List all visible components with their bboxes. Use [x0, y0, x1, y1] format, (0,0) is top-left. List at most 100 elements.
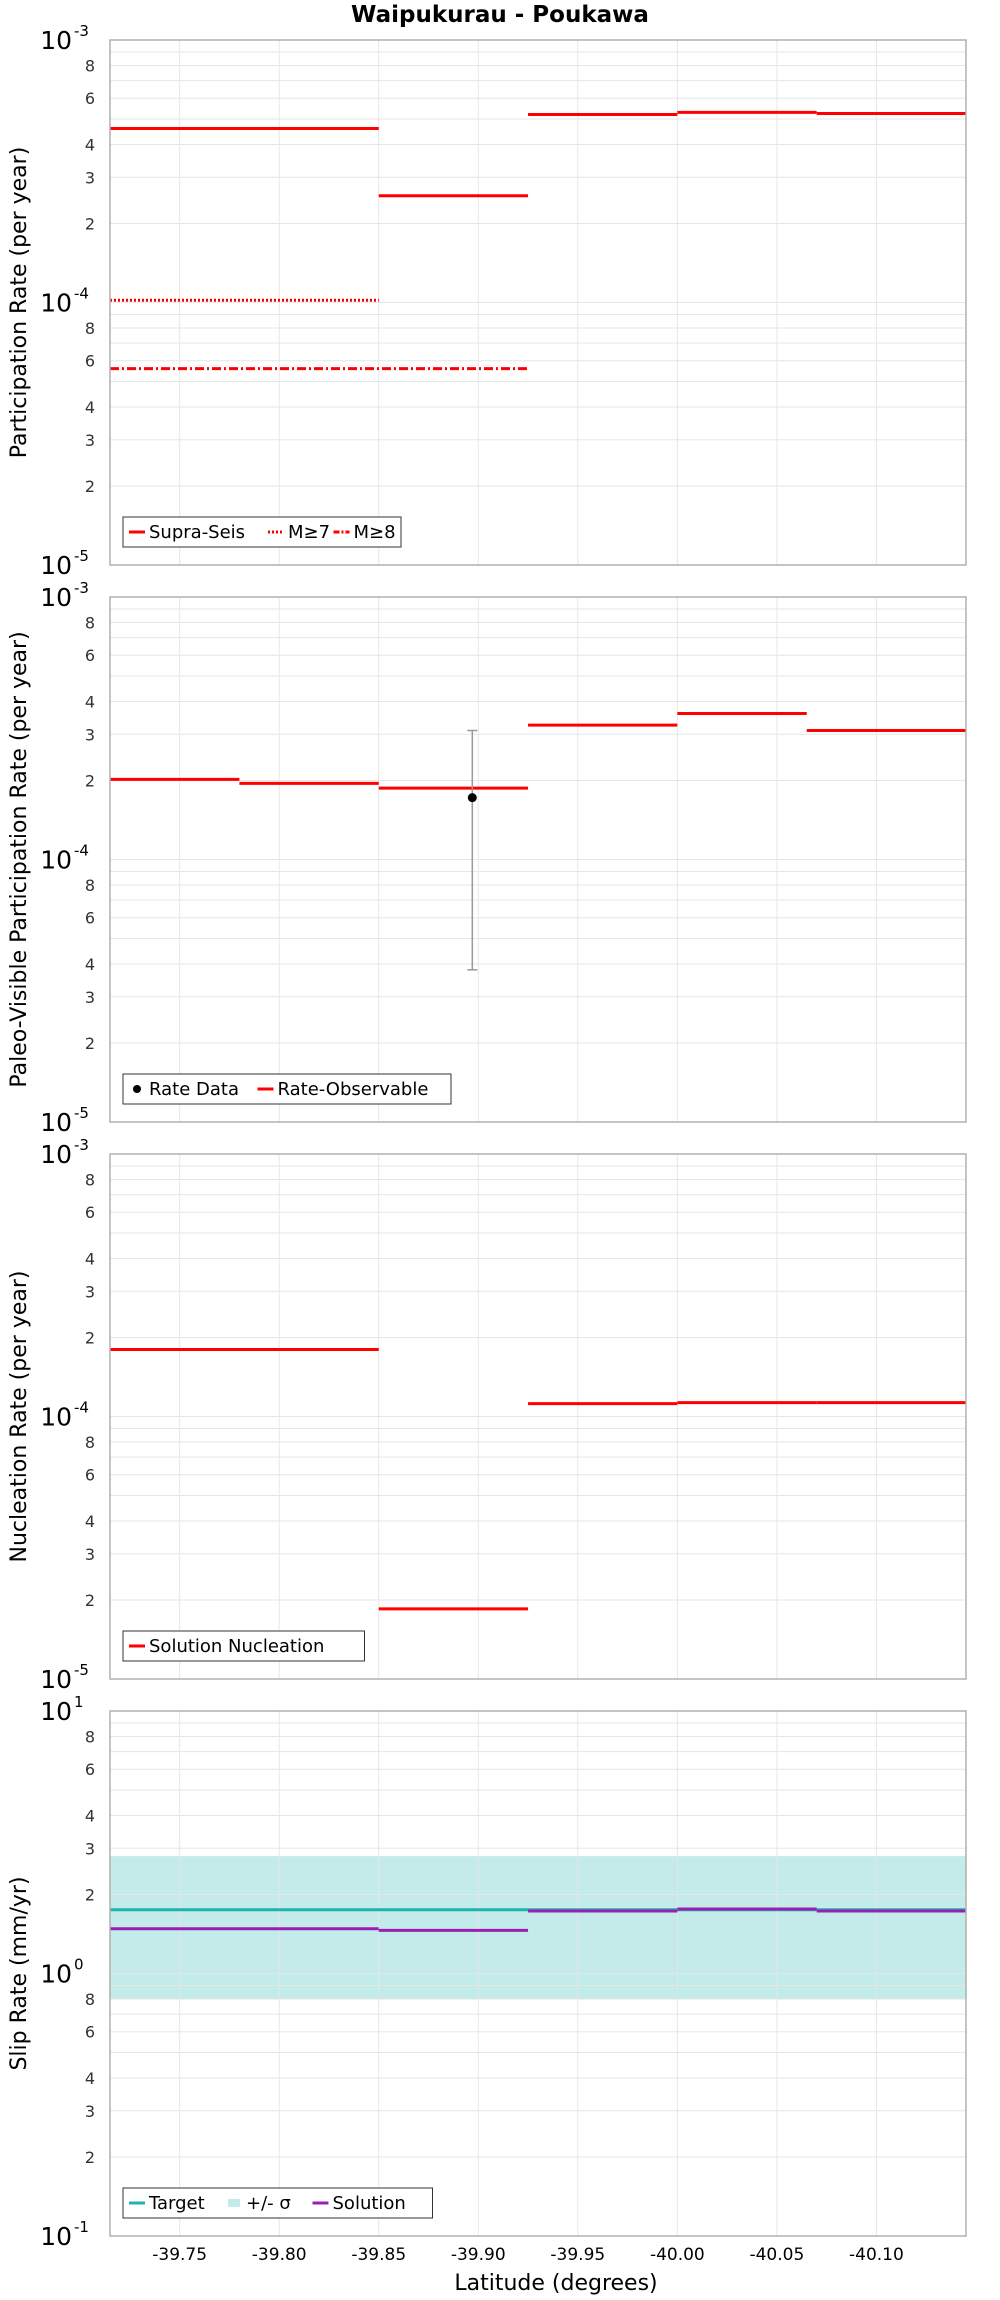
chart-title: Waipukurau - Poukawa [351, 2, 649, 28]
x-tick-label: -39.75 [152, 2245, 207, 2265]
y-major-tick-label: 10 [40, 1403, 72, 1432]
legend-box [122, 2187, 433, 2219]
y-major-tick-exponent: -3 [74, 22, 89, 40]
y-minor-tick-label: 3 [85, 1282, 95, 1301]
y-major-tick-exponent: -1 [74, 2218, 89, 2236]
y-major-tick-label: 10 [40, 583, 72, 612]
legend-swatch-band [228, 2199, 240, 2207]
y-major-tick-exponent: -5 [74, 547, 89, 565]
y-minor-tick-label: 3 [85, 988, 95, 1007]
y-minor-tick-label: 2 [85, 2148, 95, 2167]
y-major-tick-label: 10 [40, 551, 72, 580]
y-minor-tick-label: 4 [85, 135, 95, 154]
legend: Target +/- σ Solution [122, 2187, 433, 2219]
y-minor-tick-label: 3 [85, 2102, 95, 2121]
x-tick-label: -39.85 [351, 2245, 406, 2265]
y-minor-tick-label: 4 [85, 2069, 95, 2088]
legend-swatch-point [133, 1085, 141, 1093]
x-tick-label: -40.10 [849, 2245, 904, 2265]
y-minor-tick-label: 4 [85, 1512, 95, 1531]
y-minor-tick-label: 4 [85, 1806, 95, 1825]
y-axis-label: Slip Rate (mm/yr) [7, 1876, 32, 2070]
y-major-tick-exponent: -4 [74, 842, 89, 860]
x-tick-label: -39.95 [550, 2245, 605, 2265]
legend-box [122, 516, 402, 548]
legend-label: +/- σ [246, 2193, 291, 2214]
x-tick-label: -40.00 [650, 2245, 705, 2265]
y-major-tick-label: 10 [40, 1108, 72, 1137]
y-minor-tick-label: 3 [85, 1839, 95, 1858]
y-minor-tick-label: 2 [85, 1591, 95, 1610]
y-minor-tick-label: 6 [85, 1760, 95, 1779]
y-minor-tick-label: 6 [85, 1466, 95, 1485]
y-minor-tick-label: 3 [85, 431, 95, 450]
x-tick-label: -39.80 [252, 2245, 307, 2265]
legend-box [122, 1630, 365, 1662]
legend-label: M≥8 [354, 522, 396, 543]
x-axis-label: Latitude (degrees) [454, 2271, 657, 2296]
y-major-tick-exponent: -3 [74, 579, 89, 597]
y-minor-tick-label: 8 [85, 1990, 95, 2009]
plot-frame [109, 596, 967, 1123]
y-minor-tick-label: 4 [85, 692, 95, 711]
grid [110, 1154, 966, 1679]
y-minor-tick-label: 4 [85, 398, 95, 417]
y-major-tick-label: 10 [40, 1697, 72, 1726]
y-minor-tick-label: 8 [85, 56, 95, 75]
y-major-tick-label: 10 [40, 846, 72, 875]
y-minor-tick-label: 8 [85, 1727, 95, 1746]
y-major-tick-exponent: 1 [74, 1693, 84, 1711]
y-major-tick-exponent: -5 [74, 1104, 89, 1122]
legend-label: Solution Nucleation [149, 1636, 324, 1657]
y-minor-tick-label: 8 [85, 319, 95, 338]
legend-box [122, 1073, 452, 1105]
y-major-tick-exponent: -5 [74, 1661, 89, 1679]
legend-label: Target [148, 2193, 205, 2214]
y-minor-tick-label: 2 [85, 1885, 95, 1904]
legend: Rate Data Rate-Observable [122, 1073, 452, 1105]
legend-label: Rate Data [149, 1079, 239, 1100]
y-minor-tick-label: 4 [85, 1249, 95, 1268]
y-major-tick-label: 10 [40, 2222, 72, 2251]
y-major-tick-label: 10 [40, 1960, 72, 1989]
y-minor-tick-label: 8 [85, 1433, 95, 1452]
legend-label: Supra-Seis [149, 522, 245, 543]
y-minor-tick-label: 3 [85, 1545, 95, 1564]
y-major-tick-label: 10 [40, 1665, 72, 1694]
y-axis-label: Nucleation Rate (per year) [7, 1271, 32, 1563]
y-major-tick-exponent: 0 [74, 1956, 84, 1974]
y-minor-tick-label: 4 [85, 955, 95, 974]
y-major-tick-exponent: -4 [74, 1399, 89, 1417]
y-minor-tick-label: 8 [85, 613, 95, 632]
data-point [467, 793, 477, 803]
x-tick-label: -39.90 [451, 2245, 506, 2265]
y-minor-tick-label: 2 [85, 1328, 95, 1347]
y-minor-tick-label: 8 [85, 1170, 95, 1189]
y-minor-tick-label: 8 [85, 876, 95, 895]
y-major-tick-label: 10 [40, 26, 72, 55]
y-axis-label: Paleo-Visible Participation Rate (per ye… [7, 631, 32, 1087]
legend-label: M≥7 [288, 522, 330, 543]
plot-frame [109, 1710, 967, 2237]
grid [110, 1711, 966, 2236]
y-major-tick-exponent: -4 [74, 285, 89, 303]
legend: Supra-Seis M≥7 M≥8 [122, 516, 402, 548]
grid [110, 597, 966, 1122]
y-minor-tick-label: 6 [85, 2023, 95, 2042]
plot-frame [109, 1153, 967, 1680]
x-axis: -39.75 -39.80 -39.85 -39.90 -39.95 -40.00 -40.… [152, 2245, 904, 2265]
y-major-tick-label: 10 [40, 289, 72, 318]
y-minor-tick-label: 2 [85, 477, 95, 496]
legend: Solution Nucleation [122, 1630, 365, 1662]
y-minor-tick-label: 6 [85, 89, 95, 108]
x-tick-label: -40.05 [749, 2245, 804, 2265]
y-minor-tick-label: 6 [85, 1203, 95, 1222]
y-minor-tick-label: 6 [85, 646, 95, 665]
legend-label: Solution [333, 2193, 406, 2214]
grid [110, 40, 966, 565]
y-minor-tick-label: 3 [85, 168, 95, 187]
